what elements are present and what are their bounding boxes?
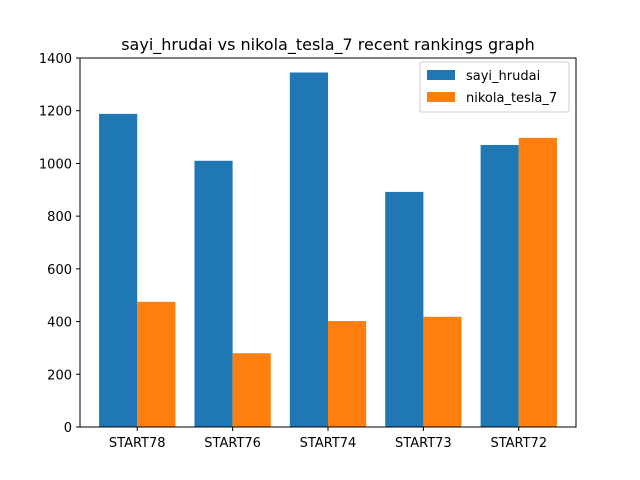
- legend-box: [419, 61, 570, 113]
- x-tick-label-start74: START74: [300, 436, 357, 451]
- legend-label-sayi-hrudai: sayi_hrudai: [466, 69, 540, 84]
- bar-nikola-tesla-7-start76: [232, 353, 271, 427]
- y-tick-label-400: 400: [47, 316, 72, 331]
- bar-sayi-hrudai-start72: [480, 144, 519, 428]
- legend-swatch-nikola-tesla-7: [427, 92, 455, 102]
- bar-nikola-tesla-7-start73: [423, 316, 462, 427]
- bar-sayi-hrudai-start73: [385, 191, 424, 427]
- plot-frame: [79, 57, 577, 428]
- y-tick-label-0: 0: [64, 421, 72, 436]
- x-tick-label-start76: START76: [204, 436, 261, 451]
- bar-nikola-tesla-7-start74: [328, 321, 367, 427]
- bar-nikola-tesla-7-start78: [137, 301, 176, 427]
- y-tick-label-1200: 1200: [39, 105, 72, 120]
- bars-layer: [99, 72, 557, 428]
- y-tick-label-1400: 1400: [39, 52, 72, 67]
- bar-sayi-hrudai-start76: [194, 160, 233, 428]
- x-tick-label-start78: START78: [109, 436, 166, 451]
- bar-nikola-tesla-7-start72: [518, 137, 557, 428]
- y-axis: 0 200 400 600 800 1000 1200 1400: [39, 52, 80, 436]
- y-tick-label-800: 800: [47, 210, 72, 225]
- bar-sayi-hrudai-start74: [289, 72, 328, 427]
- x-tick-label-start73: START73: [395, 436, 452, 451]
- legend-label-nikola-tesla-7: nikola_tesla_7: [466, 91, 557, 106]
- y-tick-label-200: 200: [47, 368, 72, 383]
- x-axis: START78 START76 START74 START73 START72: [109, 427, 547, 451]
- y-tick-label-600: 600: [47, 263, 72, 278]
- chart-title: sayi_hrudai vs nikola_tesla_7 recent ran…: [121, 35, 535, 55]
- legend: sayi_hrudai nikola_tesla_7: [419, 61, 570, 113]
- x-tick-label-start72: START72: [490, 436, 547, 451]
- y-tick-label-1000: 1000: [39, 157, 72, 172]
- bar-sayi-hrudai-start78: [99, 113, 138, 427]
- legend-swatch-sayi-hrudai: [427, 70, 455, 80]
